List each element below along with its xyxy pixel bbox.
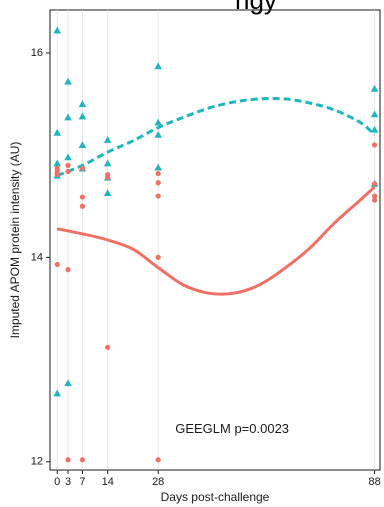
salmon-circle-point — [65, 162, 71, 168]
teal-triangle-point — [370, 110, 379, 118]
salmon-circle-point — [371, 197, 378, 203]
salmon-circle-point — [155, 170, 161, 177]
x-tick-label: 7 — [79, 476, 85, 488]
y-tick-label: 12 — [31, 456, 43, 468]
teal-triangle-point — [103, 136, 112, 143]
teal-triangle-point — [154, 130, 162, 138]
salmon-circle-point — [155, 193, 161, 199]
data-points — [53, 26, 379, 463]
teal-triangle-point — [64, 153, 72, 161]
plot-panel: GEEGLM p=0.0023 — [49, 9, 381, 471]
x-tick-label: 3 — [65, 476, 71, 488]
teal-triangle-point — [103, 159, 112, 167]
y-tick-label: 16 — [31, 47, 43, 59]
x-axis-title: Days post-challenge — [161, 490, 270, 504]
salmon-trend-line — [56, 185, 376, 296]
geeglm-annotation: GEEGLM p=0.0023 — [175, 421, 289, 436]
teal-triangle-point — [103, 189, 112, 197]
teal-triangle-point — [53, 26, 62, 34]
x-tick-label: 14 — [102, 476, 114, 488]
clipped-title-fragment: ngy — [235, 0, 277, 15]
salmon-circle-point — [79, 203, 86, 209]
teal-triangle-point — [78, 100, 87, 108]
salmon-circle-point — [371, 142, 378, 148]
teal-triangle-point — [370, 125, 379, 133]
teal-triangle-point — [370, 84, 379, 92]
salmon-circle-point — [155, 180, 161, 186]
teal-triangle-point — [154, 62, 162, 70]
teal-triangle-point — [78, 141, 87, 148]
teal-triangle-point — [154, 163, 162, 171]
salmon-circle-point — [65, 168, 71, 175]
salmon-circle-point — [79, 194, 86, 200]
salmon-circle-point — [371, 181, 378, 187]
salmon-circle-point — [105, 175, 111, 181]
salmon-circle-point — [79, 165, 86, 172]
salmon-circle-point — [65, 267, 71, 273]
teal-triangle-point — [64, 113, 72, 121]
x-tick-label: 0 — [54, 476, 60, 488]
x-axis: 0 3 7 14 28 88 — [54, 470, 381, 488]
salmon-circle-point — [155, 254, 161, 260]
teal-triangle-point — [64, 77, 72, 85]
teal-triangle-point — [64, 379, 72, 387]
trend-lines — [56, 96, 376, 296]
salmon-circle-point — [54, 261, 60, 268]
teal-triangle-point — [53, 128, 62, 136]
teal-triangle-point — [154, 118, 162, 126]
teal-triangle-point — [78, 112, 87, 120]
teal-triangle-point — [53, 389, 62, 397]
teal-trend-line — [56, 96, 376, 177]
y-axis-title: Imputed APOM protein intensity (AU) — [8, 142, 22, 339]
y-axis: 12 14 16 — [31, 47, 50, 468]
salmon-circle-point — [371, 193, 378, 199]
y-tick-label: 14 — [31, 251, 43, 263]
salmon-circle-point — [79, 457, 86, 463]
salmon-circle-point — [155, 457, 161, 463]
teal-triangle-point — [53, 159, 62, 167]
salmon-circle-point — [54, 171, 60, 178]
salmon-circle-point — [105, 344, 111, 350]
panel-border — [49, 9, 381, 471]
x-tick-label: 28 — [152, 476, 164, 488]
x-tick-label: 88 — [368, 476, 380, 488]
salmon-circle-point — [65, 457, 71, 463]
